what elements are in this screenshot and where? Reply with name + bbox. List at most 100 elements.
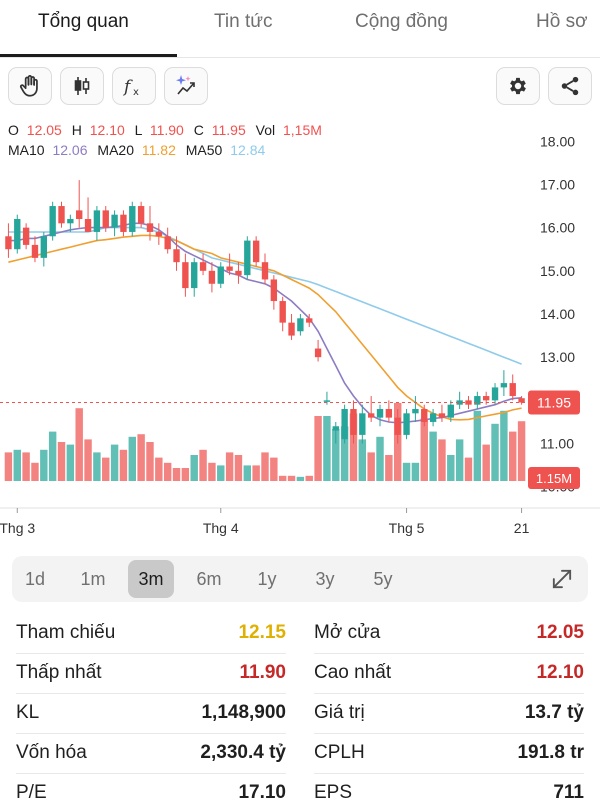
- candle-body: [199, 262, 207, 271]
- candles: [5, 180, 525, 444]
- candle: [137, 201, 145, 228]
- ma50-label: MA50: [186, 142, 223, 158]
- share-icon: [561, 76, 579, 96]
- candle-body: [76, 210, 83, 219]
- volume-bar: [234, 455, 243, 481]
- candle: [120, 210, 127, 237]
- high-value: 12.10: [90, 122, 125, 138]
- volume-bar: [13, 449, 21, 481]
- y-tick-label: 15.00: [540, 263, 575, 279]
- volume-bar: [473, 410, 482, 481]
- hand-icon: [20, 75, 38, 97]
- volume-bar: [455, 439, 464, 481]
- candle: [111, 210, 118, 237]
- volume-bar: [509, 431, 517, 481]
- share-button[interactable]: [548, 67, 592, 105]
- stat-label: Mở cửa: [314, 622, 381, 643]
- candle: [31, 236, 39, 263]
- candlestick-chart-svg[interactable]: O 12.05 H 12.10 L 11.90 C 11.95 Vol 1,15…: [0, 112, 600, 544]
- draw-tool-button[interactable]: [8, 67, 52, 105]
- indicator-button[interactable]: f x: [112, 67, 156, 105]
- candle-body: [49, 206, 56, 237]
- stat-value: 1,148,900: [201, 702, 286, 723]
- settings-button[interactable]: [496, 67, 540, 105]
- period-3m[interactable]: 3m: [128, 560, 174, 598]
- stat-outstanding-shares: CPLH 191.8 tr: [314, 734, 584, 774]
- volume-bar: [57, 442, 66, 481]
- stat-value: 17.10: [238, 782, 286, 800]
- candle-body: [279, 301, 286, 323]
- candle: [429, 409, 437, 427]
- price-chart[interactable]: O 12.05 H 12.10 L 11.90 C 11.95 Vol 1,15…: [0, 112, 600, 544]
- candle: [173, 236, 180, 271]
- candle-body: [164, 236, 171, 250]
- tab-community[interactable]: Cộng đồng: [355, 11, 448, 32]
- fullscreen-button[interactable]: [548, 565, 576, 593]
- candle-body: [58, 206, 65, 224]
- volume-bar: [208, 462, 216, 481]
- volume-bar: [22, 452, 30, 481]
- volume-bar: [110, 444, 119, 481]
- volume-bar: [66, 444, 75, 481]
- period-1d[interactable]: 1d: [24, 568, 46, 589]
- candle-body: [129, 206, 136, 232]
- candle: [421, 404, 428, 427]
- stat-value: 711: [553, 782, 584, 800]
- active-tab-indicator: [0, 54, 177, 57]
- last-price-tag-bg: [528, 390, 580, 415]
- svg-text:x: x: [133, 87, 139, 98]
- candle-body: [367, 413, 375, 418]
- y-tick-label: 11.00: [540, 436, 574, 452]
- last-price-marker: 11.95 1.15M: [0, 390, 580, 489]
- stat-value-traded: Giá trị 13.7 tỷ: [314, 694, 584, 734]
- stat-label: Tham chiếu: [16, 622, 116, 643]
- volume-bar: [31, 462, 39, 481]
- period-1m[interactable]: 1m: [80, 568, 106, 589]
- tab-profile[interactable]: Hồ sơ: [536, 11, 588, 32]
- candle-body: [332, 426, 339, 431]
- stat-label: KL: [16, 702, 40, 723]
- stat-value: 13.7 tỷ: [524, 702, 584, 723]
- candle: [509, 374, 516, 401]
- period-6m[interactable]: 6m: [196, 568, 222, 589]
- candle-body: [314, 348, 322, 358]
- stat-value: 12.05: [536, 622, 584, 643]
- chart-type-button[interactable]: [60, 67, 104, 105]
- tab-overview[interactable]: Tổng quan: [38, 11, 129, 32]
- volume-bar: [367, 452, 375, 481]
- candle: [217, 262, 224, 289]
- ma10-value: 12.06: [52, 142, 87, 158]
- x-tick-label: Thg 5: [389, 520, 425, 536]
- period-5y[interactable]: 5y: [373, 568, 393, 589]
- tab-news[interactable]: Tin tức: [214, 11, 273, 32]
- candle-body: [456, 400, 463, 405]
- period-1y[interactable]: 1y: [257, 568, 277, 589]
- volume-bar: [199, 449, 207, 481]
- candle-body: [394, 417, 401, 435]
- candle-body: [93, 210, 101, 232]
- candle-body: [14, 219, 21, 250]
- candle-body: [244, 240, 251, 276]
- volume-bar: [438, 439, 446, 481]
- ai-analysis-button[interactable]: [164, 67, 208, 105]
- candle: [500, 370, 508, 397]
- stat-volume: KL 1,148,900: [16, 694, 286, 734]
- volume-bar: [172, 468, 181, 481]
- y-tick-label: 16.00: [540, 220, 575, 236]
- candle: [164, 227, 171, 254]
- candle: [191, 257, 198, 297]
- volume-bar: [500, 410, 508, 481]
- high-label: H: [72, 122, 82, 138]
- low-value: 11.90: [150, 122, 184, 138]
- candle: [359, 404, 366, 444]
- period-3y[interactable]: 3y: [315, 568, 335, 589]
- volume-bar: [102, 457, 110, 481]
- candle-body: [146, 223, 154, 232]
- candle-body: [102, 210, 109, 228]
- volume-bar: [261, 452, 269, 481]
- volume-bar: [287, 475, 296, 481]
- volume-bar: [128, 436, 137, 481]
- svg-text:O 12.05 H 12: O 12.05 H 12.10 L 11.90 C 11.95 Vol 1,15…: [8, 122, 322, 138]
- candle: [58, 201, 65, 228]
- candle-body: [40, 236, 47, 258]
